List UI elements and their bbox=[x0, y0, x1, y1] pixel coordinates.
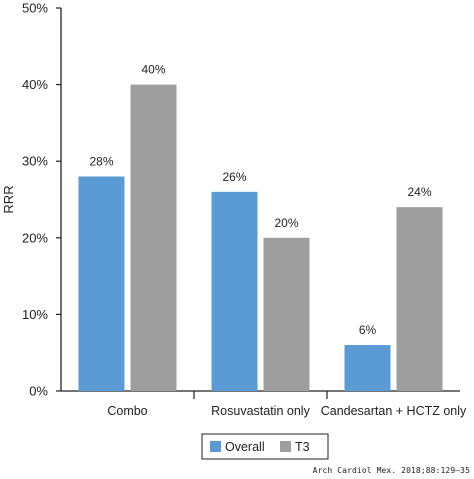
bar-t3 bbox=[263, 237, 310, 391]
y-tick-label: 30% bbox=[22, 154, 48, 169]
y-tick-label: 0% bbox=[29, 384, 48, 399]
y-tick-label: 50% bbox=[22, 1, 48, 16]
y-tick-label: 10% bbox=[22, 307, 48, 322]
legend-swatch-t3 bbox=[280, 441, 291, 452]
data-label: 6% bbox=[359, 323, 377, 337]
data-label: 26% bbox=[222, 170, 246, 184]
y-axis: 0% 10% 20% 30% 40% 50% bbox=[22, 1, 62, 399]
bar-t3 bbox=[396, 207, 443, 391]
y-tick-label: 40% bbox=[22, 77, 48, 92]
y-axis-title: RRR bbox=[1, 185, 16, 213]
bars bbox=[78, 84, 443, 391]
source-citation: Arch Cardiol Mex. 2018;88:129–35 bbox=[312, 466, 470, 475]
bar-overall bbox=[211, 191, 258, 391]
legend-swatch-overall bbox=[210, 441, 221, 452]
y-tick-label: 20% bbox=[22, 230, 48, 245]
data-labels: 28% 40% 26% 20% 6% 24% bbox=[89, 63, 431, 337]
data-label: 24% bbox=[407, 185, 431, 199]
data-label: 20% bbox=[274, 216, 298, 230]
x-category-label: Combo bbox=[107, 404, 147, 418]
x-axis: Combo Rosuvastatin only Candesartan + HCTZ… bbox=[61, 390, 467, 418]
legend: Overall T3 bbox=[201, 433, 329, 460]
x-category-label: Candesartan + HCTZ only bbox=[321, 404, 467, 418]
bar-overall bbox=[78, 176, 125, 391]
legend-label: T3 bbox=[295, 440, 310, 454]
bar-overall bbox=[344, 345, 391, 391]
data-label: 40% bbox=[141, 63, 165, 77]
legend-label: Overall bbox=[225, 440, 265, 454]
data-label: 28% bbox=[89, 155, 113, 169]
x-category-label: Rosuvastatin only bbox=[211, 404, 310, 418]
legend-box bbox=[201, 433, 329, 460]
bar-t3 bbox=[130, 84, 177, 391]
